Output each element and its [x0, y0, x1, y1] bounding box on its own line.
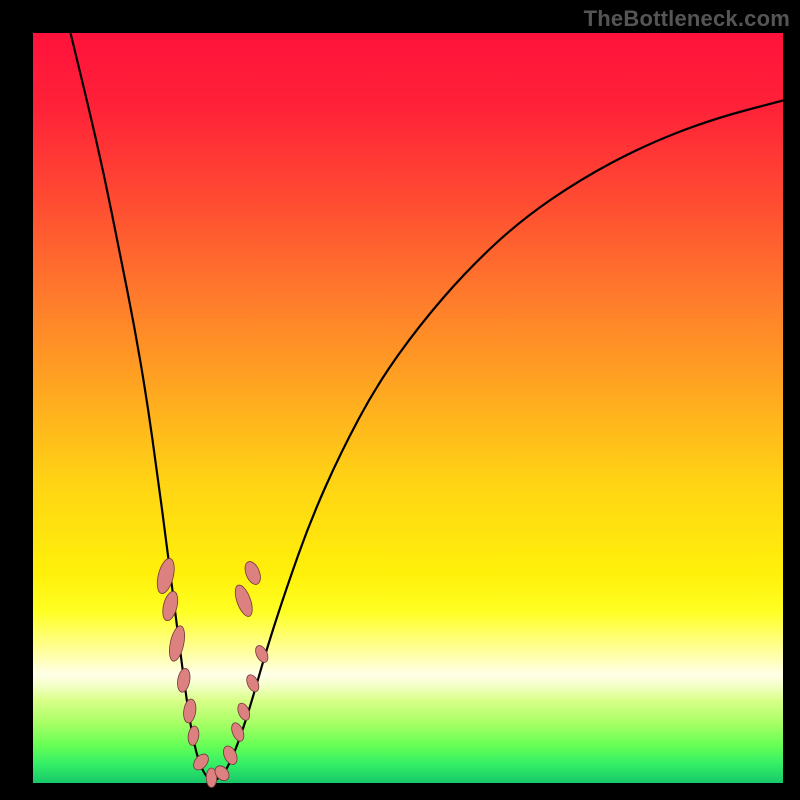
data-marker: [187, 725, 200, 746]
data-marker: [167, 624, 188, 662]
chart-container: TheBottleneck.com: [0, 0, 800, 800]
watermark-text: TheBottleneck.com: [584, 6, 790, 32]
data-markers: [154, 557, 270, 788]
plot-area: [33, 33, 783, 783]
right-curve: [213, 101, 783, 782]
data-marker: [182, 698, 197, 723]
data-marker: [232, 583, 256, 619]
data-marker: [154, 557, 177, 596]
data-marker: [160, 590, 180, 622]
bottleneck-curve: [33, 33, 783, 783]
data-marker: [176, 667, 192, 693]
left-curve: [71, 33, 214, 782]
data-marker: [242, 559, 264, 586]
